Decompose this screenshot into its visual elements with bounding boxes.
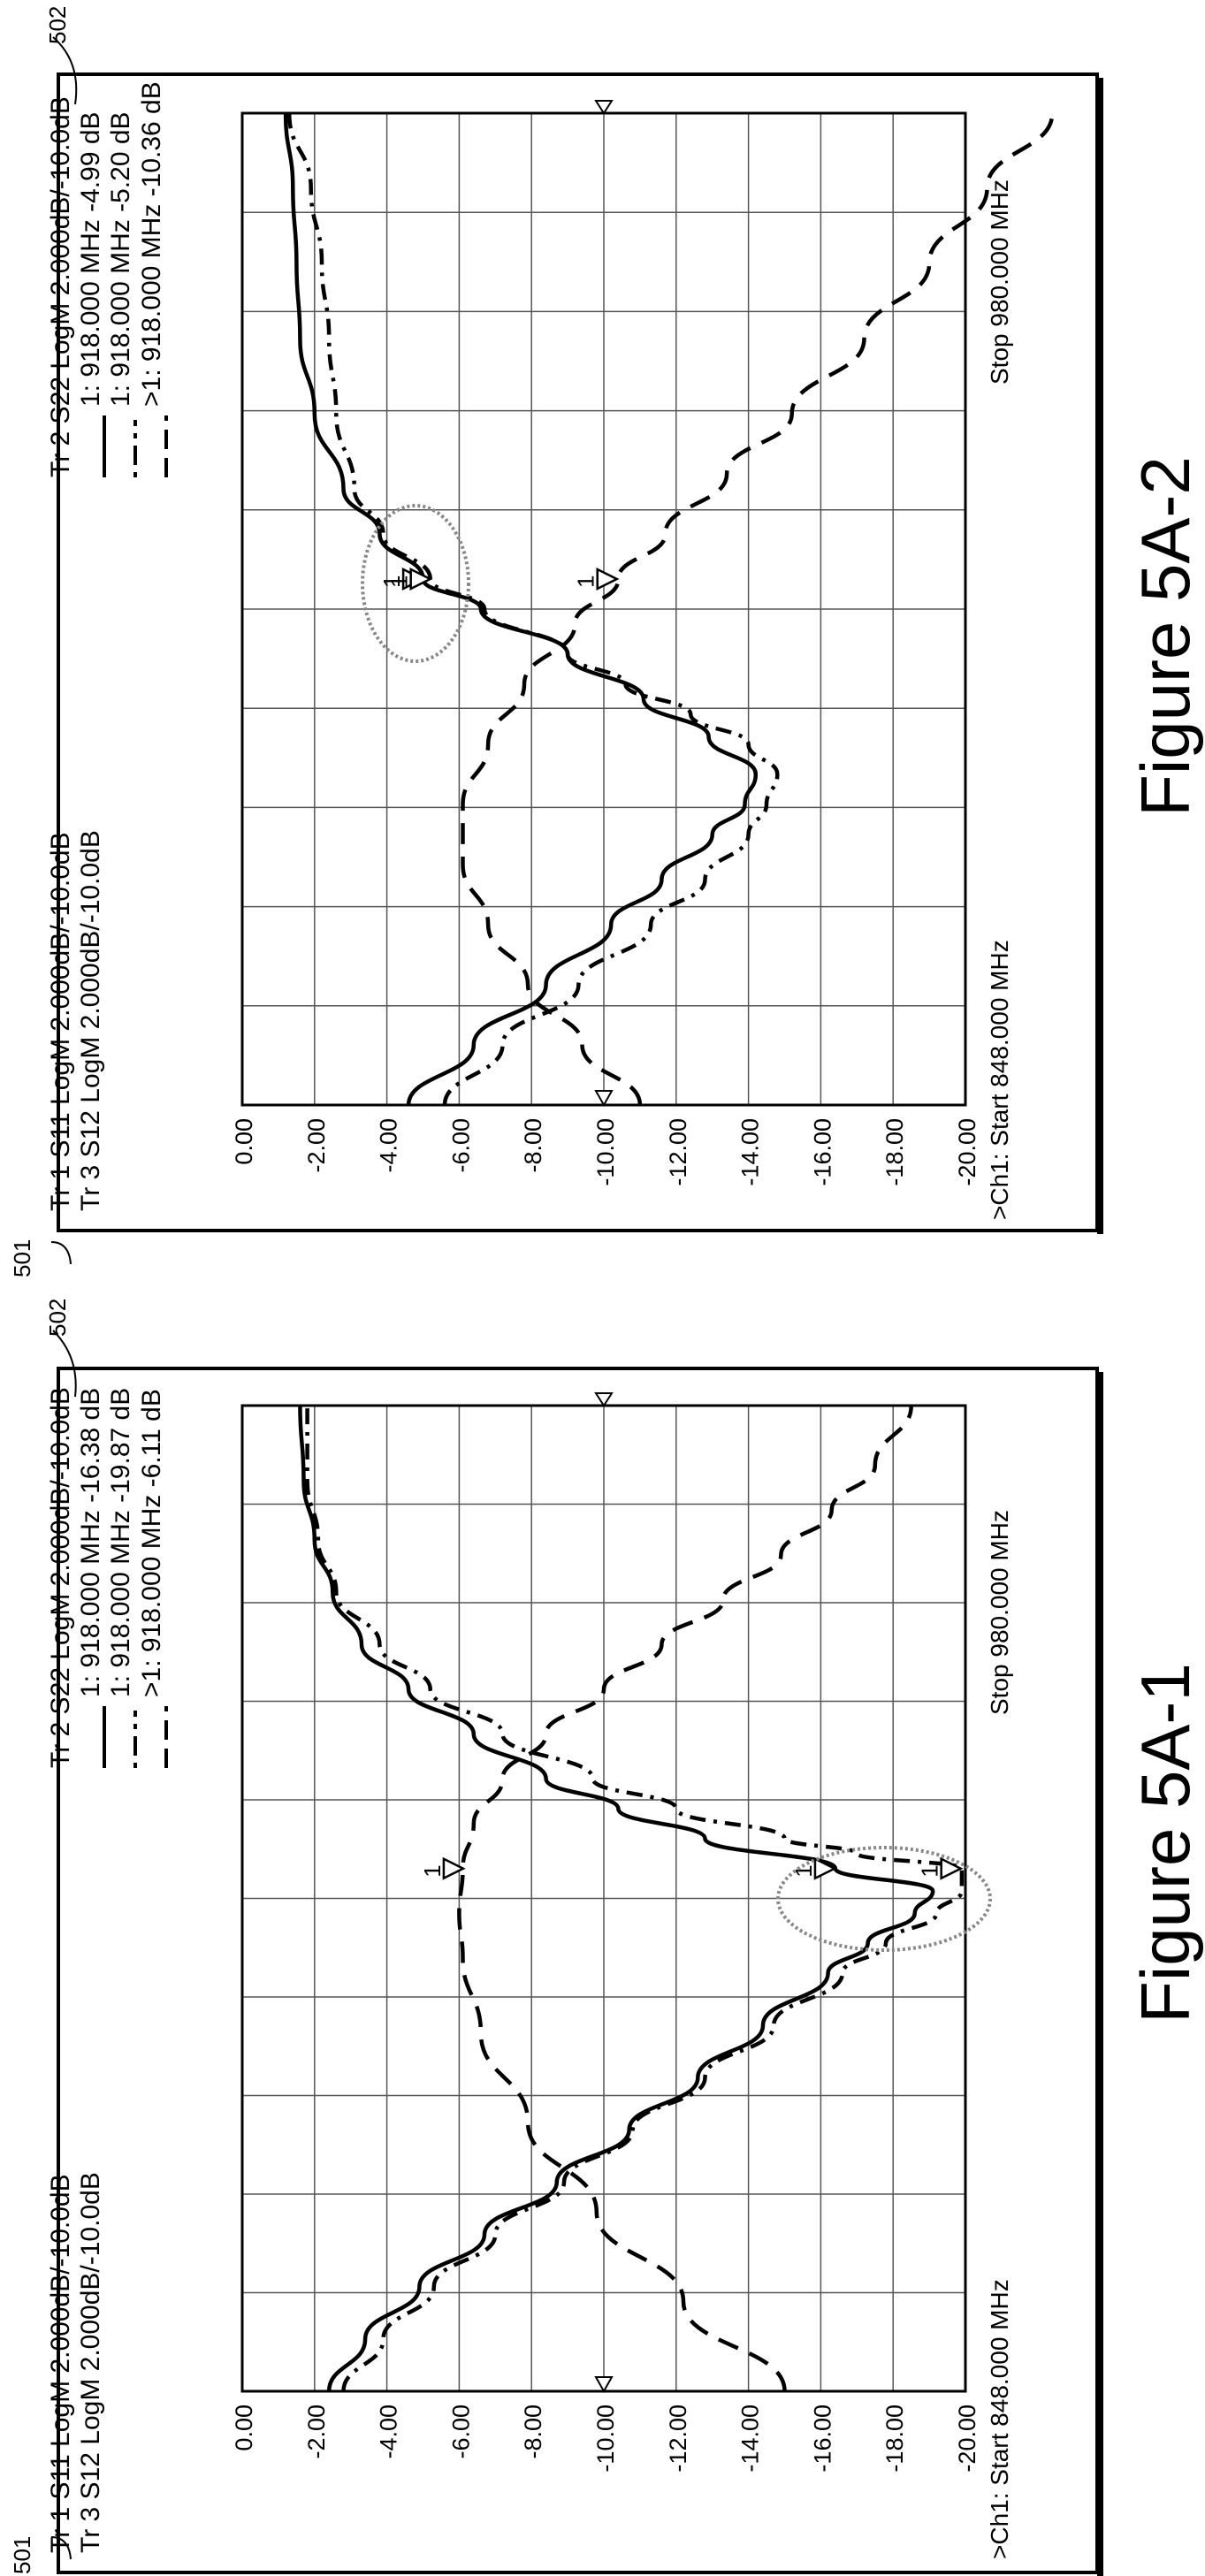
start-frequency-label: >Ch1: Start 848.000 MHz	[986, 940, 1013, 1220]
y-tick-labels: 0.00 -2.00 -4.00 -6.00 -8.00 -10.00 -12.00 -14.…	[231, 2405, 980, 2473]
grid-lines	[242, 1406, 965, 2391]
reference-leader-501	[50, 1241, 72, 1265]
trace-1-header: Tr 1 S11 LogM 2.000dB/-10.0dB	[46, 2174, 75, 2553]
reference-triangle-start	[594, 1090, 614, 1108]
y-tick-label: -10.00	[592, 2405, 619, 2473]
reference-markers	[594, 100, 614, 1108]
y-tick-label: -6.00	[447, 1118, 474, 1173]
marker-number-label: 1	[386, 575, 413, 588]
y-tick-label: -4.00	[376, 2405, 402, 2459]
y-tick-label: -20.00	[954, 1118, 980, 1186]
y-tick-label: -8.00	[520, 1118, 546, 1173]
marker-readout-3: >1: 918.000 MHz -6.11 dB	[137, 1389, 166, 1697]
marker-readout-3: >1: 918.000 MHz -10.36 dB	[137, 81, 166, 407]
y-tick-label: -2.00	[303, 2405, 330, 2459]
marker-triangle-s22	[409, 567, 433, 591]
outer-frame	[57, 72, 1099, 1232]
reference-triangle-stop	[594, 1392, 614, 1407]
trace-2-header: Tr 2 S22 LogM 2.000dB/-10.0dB	[46, 96, 75, 477]
y-tick-label: -16.00	[809, 2405, 835, 2473]
y-tick-label: -14.00	[737, 1118, 764, 1186]
plot-area: 0.00 -2.00 -4.00 -6.00 -8.00 -10.00 -12.00 -14.…	[231, 100, 1055, 1186]
trace-group	[283, 112, 1055, 1106]
figure-caption: Figure 5A-1	[1126, 1663, 1204, 2023]
grid-lines	[242, 113, 965, 1105]
y-tick-labels: 0.00 -2.00 -4.00 -6.00 -8.00 -10.00 -12.00 -14.…	[231, 1118, 980, 1186]
trace-s12	[461, 112, 1055, 1106]
stop-frequency-label: Stop 980.000 MHz	[986, 1510, 1013, 1715]
y-tick-label: -10.00	[592, 1118, 619, 1186]
reference-label-502: 502	[44, 6, 71, 44]
marker-number-label: 1	[573, 575, 599, 588]
figure-caption: Figure 5A-2	[1126, 456, 1204, 817]
marker-highlight-ellipse	[776, 1846, 992, 1952]
trace-s22	[286, 112, 780, 1106]
marker-readout-2: 1: 918.000 MHz -19.87 dB	[106, 1388, 135, 1697]
figure-5a-2: Tr 1 S11 LogM 2.000dB/-10.0dB Tr 3 S12 L…	[9, 6, 1204, 1277]
reference-leader-501	[50, 2536, 72, 2560]
marker-number-label: 1	[378, 575, 405, 588]
y-tick-label: -14.00	[737, 2405, 764, 2473]
reference-leader-502	[52, 1330, 77, 1398]
reference-leader-502	[52, 36, 78, 105]
plot-area: 0.00 -2.00 -4.00 -6.00 -8.00 -10.00 -12.00 -14.…	[231, 1392, 992, 2473]
y-tick-label: -18.00	[881, 2405, 908, 2473]
y-tick-label: -20.00	[954, 2405, 980, 2473]
marker-number-label: 1	[917, 1864, 943, 1877]
trace-3-header: Tr 3 S12 LogM 2.000dB/-10.0dB	[76, 830, 105, 1211]
y-tick-label: -6.00	[447, 2405, 474, 2459]
y-tick-label: -12.00	[665, 2405, 691, 2473]
stop-frequency-label: Stop 980.000 MHz	[986, 179, 1013, 385]
frame-shadow-right	[1097, 1372, 1103, 2576]
y-tick-label: -18.00	[881, 1118, 908, 1186]
marker-triangle-s11	[813, 1856, 837, 1880]
trace-s12	[457, 1405, 913, 2392]
trace-1-header: Tr 1 S11 LogM 2.000dB/-10.0dB	[46, 832, 75, 1211]
start-frequency-label: >Ch1: Start 848.000 MHz	[986, 2279, 1013, 2559]
reference-label-501: 501	[9, 1239, 35, 1277]
reference-triangle-start	[594, 2376, 614, 2394]
y-tick-label: 0.00	[231, 2405, 257, 2451]
trace-3-header: Tr 3 S12 LogM 2.000dB/-10.0dB	[76, 2172, 105, 2553]
y-tick-label: -2.00	[303, 1118, 330, 1173]
marker-number-label: 1	[419, 1864, 446, 1877]
marker-triangle-s12	[442, 1856, 466, 1880]
marker-triangle-s22	[940, 1856, 964, 1880]
marker-readout-1: 1: 918.000 MHz -4.99 dB	[76, 111, 105, 407]
reference-label-502: 502	[44, 1299, 71, 1337]
legend-swatches	[103, 1706, 168, 1768]
trace-s22	[305, 1406, 965, 2392]
reference-triangle-stop	[594, 100, 614, 115]
reference-label-501: 501	[9, 2536, 35, 2574]
marker-highlight-ellipse	[361, 504, 470, 663]
legend-swatches	[103, 415, 168, 477]
y-tick-label: -12.00	[665, 1118, 691, 1186]
figure-5a-1: Tr 1 S11 LogM 2.000dB/-10.0dB Tr 3 S12 L…	[9, 1299, 1204, 2576]
y-tick-label: -8.00	[520, 2405, 546, 2459]
marker-readout-1: 1: 918.000 MHz -16.38 dB	[76, 1388, 105, 1697]
y-tick-label: -16.00	[809, 1118, 835, 1186]
trace-2-header: Tr 2 S22 LogM 2.000dB/-10.0dB	[46, 1387, 75, 1768]
y-tick-label: 0.00	[231, 1118, 257, 1165]
trace-group	[298, 1405, 965, 2392]
marker-triangle-s12	[596, 567, 620, 591]
trace-s11	[283, 112, 759, 1106]
trace-s11	[298, 1405, 935, 2392]
frame-shadow-right	[1097, 78, 1103, 1234]
reference-markers	[594, 1392, 614, 2394]
marker-readout-2: 1: 918.000 MHz -5.20 dB	[106, 111, 135, 407]
y-tick-label: -4.00	[376, 1118, 402, 1173]
